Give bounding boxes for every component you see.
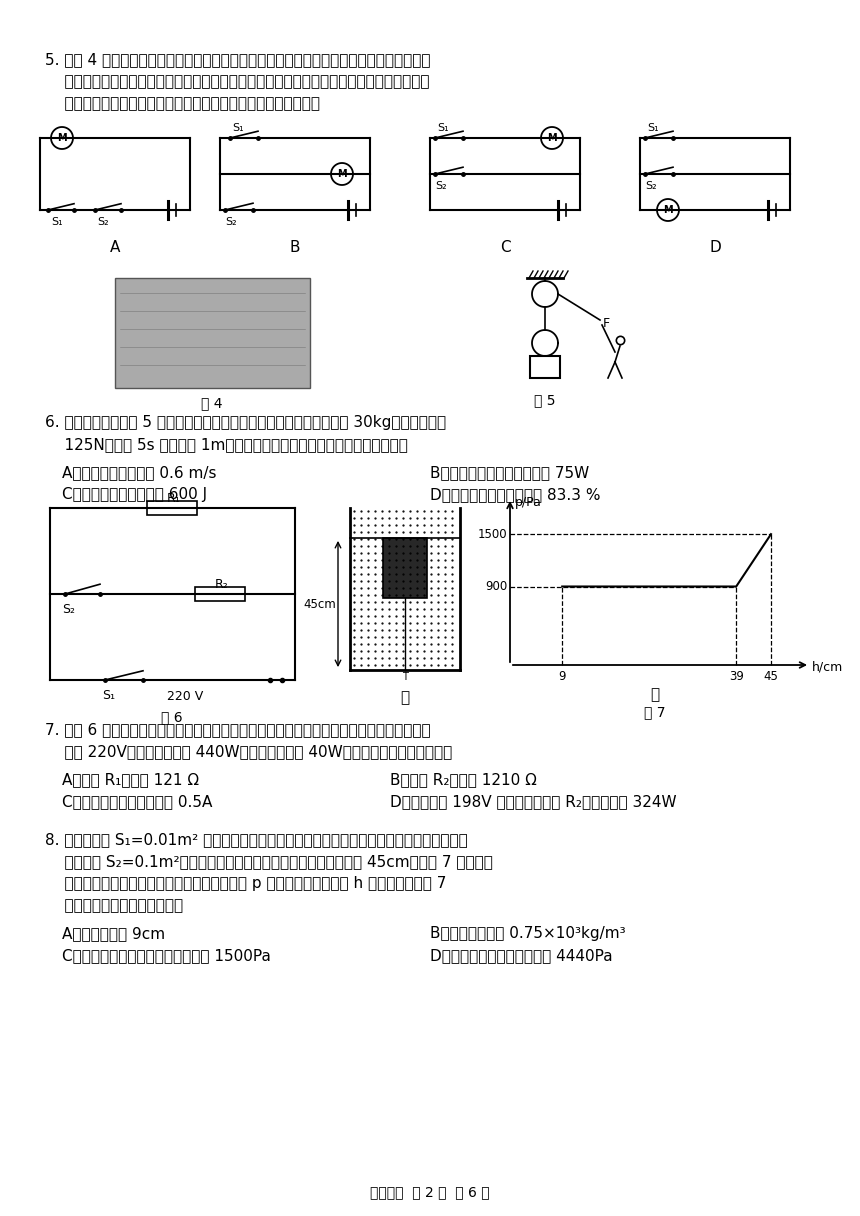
Text: 7. 如图 6 所示，为某品牌家用电热水器的工作电路图，具有加热和保温两个档位，家庭电路: 7. 如图 6 所示，为某品牌家用电热水器的工作电路图，具有加热和保温两个档位，… [45,722,431,737]
Text: S₁: S₁ [51,216,63,227]
Text: 45cm: 45cm [304,597,336,610]
Text: 图 5: 图 5 [534,393,556,407]
Text: S₂: S₂ [97,216,108,227]
Text: C．加热档时电路总电流为 0.5A: C．加热档时电路总电流为 0.5A [62,794,212,809]
Bar [195,587,245,601]
Text: S₂: S₂ [435,181,446,191]
Text: D．放水前，容器对桌面压强 4440Pa: D．放水前，容器对桌面压强 4440Pa [430,948,612,963]
Text: 125N，物体 5s 内上升了 1m，不计摩擦和绳重，下列有关说法中正确的是: 125N，物体 5s 内上升了 1m，不计摩擦和绳重，下列有关说法中正确的是 [45,437,408,452]
Text: 图 6: 图 6 [161,710,183,724]
Text: 1500: 1500 [477,528,507,541]
Text: S₁: S₁ [102,689,115,702]
Bar [115,278,310,388]
Text: D．当电压为 198V 时，加热状态下 R₂实际功率为 324W: D．当电压为 198V 时，加热状态下 R₂实际功率为 324W [390,794,677,809]
Text: S₂: S₂ [645,181,657,191]
Text: B．圆柱体密度为 0.75×10³kg/m³: B．圆柱体密度为 0.75×10³kg/m³ [430,927,625,941]
Text: S₁: S₁ [437,123,449,133]
Text: 图 4: 图 4 [201,396,223,410]
Text: R₁: R₁ [167,492,181,505]
Text: 45: 45 [764,670,778,683]
Text: S₂: S₂ [62,603,75,617]
Text: 信息符合后开关自动闭合，下列模拟电路中，符合上述要求的是: 信息符合后开关自动闭合，下列模拟电路中，符合上述要求的是 [45,96,320,111]
Text: S₁: S₁ [232,123,243,133]
Text: 甲: 甲 [401,689,409,705]
Text: 39: 39 [728,670,744,683]
Text: p/Pa: p/Pa [515,496,542,510]
Text: M: M [337,169,347,179]
Text: F: F [603,317,610,330]
Text: 6. 小明同学利用如图 5 所示滑轮组竖直匀速提升重物，已知重物质量是 30kg，拉力大小为: 6. 小明同学利用如图 5 所示滑轮组竖直匀速提升重物，已知重物质量是 30kg… [45,415,446,430]
Text: 5. 如图 4 所示，在动车站的自动检票闸机口，乘客需刷身份证同时进行人脸识别，两个信息: 5. 如图 4 所示，在动车站的自动检票闸机口，乘客需刷身份证同时进行人脸识别，… [45,52,431,67]
Text: A．物体移动的速度为 0.6 m/s: A．物体移动的速度为 0.6 m/s [62,465,217,480]
Text: R₂: R₂ [215,578,229,591]
Text: 乙: 乙 [650,687,660,702]
Text: h/cm: h/cm [812,660,844,674]
Text: D．该滑轮的机械效率约为 83.3 %: D．该滑轮的机械效率约为 83.3 % [430,486,600,502]
Text: B: B [290,240,300,255]
Text: S₁: S₁ [647,123,659,133]
Text: B．电阻 R₂阻值为 1210 Ω: B．电阻 R₂阻值为 1210 Ω [390,772,537,787]
Text: T: T [402,672,408,682]
Text: M: M [547,133,556,143]
Bar [530,356,560,378]
Text: 现将水缓慢放出，圆柱体底部受到的液体压强 p 随着容器中水的深度 h 变化的图像如图 7: 现将水缓慢放出，圆柱体底部受到的液体压强 p 随着容器中水的深度 h 变化的图像… [45,876,446,891]
Bar [147,501,197,516]
Text: A: A [110,240,120,255]
Text: 220 V: 220 V [167,689,203,703]
Text: 物理试题  第 2 页  共 6 页: 物理试题 第 2 页 共 6 页 [370,1186,490,1199]
Text: A．电阻 R₁阻值为 121 Ω: A．电阻 R₁阻值为 121 Ω [62,772,200,787]
Text: D: D [710,240,721,255]
Bar [383,537,427,598]
Text: 电压 220V，加热档功率为 440W，保温档功率为 40W，下列有关说法中正确的是: 电压 220V，加热档功率为 440W，保温档功率为 40W，下列有关说法中正确… [45,744,452,759]
Text: 乙所示，下列说法中正确的是: 乙所示，下列说法中正确的是 [45,897,183,913]
Text: B．小明同学拉绳子的功率为 75W: B．小明同学拉绳子的功率为 75W [430,465,589,480]
Text: 底面积为 S₂=0.1m²，水面与圆柱体上表面恰好相平，容器中水深 45cm，如图 7 甲所示。: 底面积为 S₂=0.1m²，水面与圆柱体上表面恰好相平，容器中水深 45cm，如… [45,854,493,869]
Text: 都符合后闸机门（电动机）才自动打开，可检票通过。身份证和人脸识别系统相当于开关，: 都符合后闸机门（电动机）才自动打开，可检票通过。身份证和人脸识别系统相当于开关， [45,74,429,89]
Text: M: M [663,206,673,215]
Text: A．物体的高为 9cm: A．物体的高为 9cm [62,927,165,941]
Text: 8. 一个底面积 S₁=0.01m² 的不吸水圆柱体用细线拴在容器底部，不计重力的长方体薄壁容器: 8. 一个底面积 S₁=0.01m² 的不吸水圆柱体用细线拴在容器底部，不计重力… [45,832,468,848]
Text: 900: 900 [485,580,507,593]
Text: 9: 9 [558,670,566,683]
Text: C．滑轮组所做有用功为 600 J: C．滑轮组所做有用功为 600 J [62,486,207,502]
Text: M: M [57,133,67,143]
Text: 图 7: 图 7 [644,705,666,719]
Text: C．放水前，水对容器底部的压强为 1500Pa: C．放水前，水对容器底部的压强为 1500Pa [62,948,271,963]
Text: C: C [500,240,510,255]
Text: S₂: S₂ [225,216,237,227]
